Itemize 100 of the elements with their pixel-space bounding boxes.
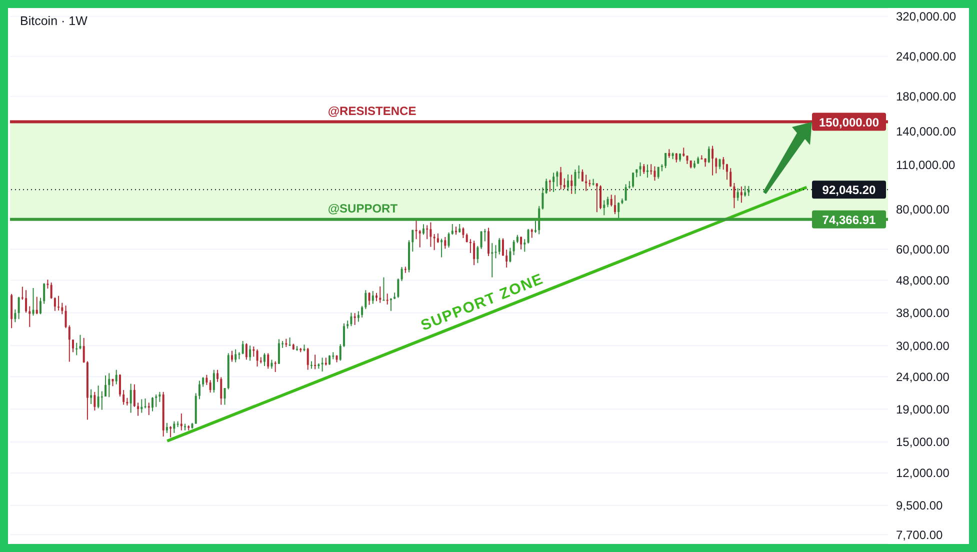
candlestick	[82, 337, 85, 364]
candlestick	[603, 200, 606, 216]
candlestick	[212, 369, 215, 394]
candlestick	[556, 170, 558, 187]
candlestick	[473, 240, 476, 266]
candlestick	[524, 238, 526, 252]
y-tick-label: 48,000.00	[896, 273, 950, 288]
candlestick	[76, 342, 78, 356]
candlestick	[520, 236, 522, 250]
candlestick	[372, 290, 374, 304]
candlestick	[606, 196, 609, 208]
candlestick	[39, 297, 42, 315]
annotation: @SUPPORT	[328, 201, 398, 216]
candlestick	[451, 224, 454, 236]
candlestick	[90, 388, 92, 405]
candlestick	[639, 162, 642, 177]
candlestick	[675, 152, 678, 163]
candlestick	[708, 146, 710, 164]
candlestick	[632, 172, 634, 188]
candlestick	[245, 342, 248, 360]
y-tick-label: 15,000.00	[896, 435, 950, 450]
candlestick	[306, 347, 309, 370]
candlestick	[68, 324, 70, 362]
candlestick	[748, 186, 750, 196]
y-tick-label: 30,000.00	[896, 338, 950, 353]
candlestick	[249, 345, 252, 362]
text: Bitcoin · 1W	[20, 14, 88, 28]
candlestick	[94, 391, 96, 412]
candlestick	[646, 164, 648, 178]
candlestick	[512, 239, 515, 256]
y-tick-label: 7,700.00	[896, 528, 944, 542]
candlestick	[462, 226, 464, 239]
candlestick	[104, 374, 107, 397]
y-tick-label: 140,000.00	[896, 124, 956, 139]
candlestick	[581, 168, 584, 182]
candlestick	[339, 344, 342, 362]
candlestick	[440, 238, 443, 258]
candlestick	[10, 293, 13, 329]
candlestick	[624, 184, 627, 202]
candlestick	[108, 372, 110, 398]
candlestick	[173, 420, 176, 434]
candlestick	[137, 402, 140, 416]
candlestick	[58, 295, 60, 312]
candlestick	[140, 398, 143, 414]
candlestick	[726, 163, 728, 180]
candlestick	[368, 292, 370, 306]
y-tick-label: 9,500.00	[896, 498, 944, 513]
candlestick	[650, 164, 652, 176]
candlestick	[480, 230, 482, 250]
candlestick	[567, 174, 570, 192]
candlestick	[379, 286, 382, 304]
candlestick	[28, 306, 31, 328]
candlestick	[722, 156, 724, 170]
y-tick-label: 240,000.00	[896, 50, 956, 64]
candlestick	[14, 308, 16, 323]
candlestick	[25, 290, 28, 314]
candlestick	[357, 310, 360, 322]
candlestick	[610, 194, 612, 207]
candlestick	[50, 282, 52, 300]
candlestick	[321, 357, 324, 372]
candlestick	[422, 224, 424, 236]
candlestick	[430, 222, 432, 248]
candlestick	[342, 322, 345, 348]
candlestick	[234, 348, 237, 363]
candlestick	[361, 305, 364, 318]
candlestick	[180, 413, 182, 431]
candlestick	[509, 247, 512, 263]
candlestick	[32, 287, 34, 316]
candlestick	[274, 360, 276, 373]
candlestick	[170, 426, 172, 438]
candlestick	[264, 352, 266, 366]
candlestick	[570, 174, 573, 194]
candlestick	[122, 389, 125, 406]
candlestick	[578, 164, 580, 180]
candlestick	[43, 282, 46, 304]
candlestick	[642, 164, 645, 174]
candlestick	[386, 293, 388, 306]
candlestick	[252, 346, 255, 358]
candlestick	[530, 228, 533, 238]
candlestick	[596, 182, 598, 213]
candlestick	[614, 194, 616, 215]
candlestick	[488, 227, 490, 257]
y-tick-label: 24,000.00	[896, 370, 950, 384]
ref-line-label: 74,366.91	[822, 212, 876, 227]
candlestick	[718, 158, 721, 170]
candlestick	[542, 187, 544, 210]
candlestick	[216, 369, 219, 382]
annotation: @RESISTENCE	[328, 104, 416, 118]
candlestick	[548, 179, 551, 192]
candlestick	[155, 394, 158, 408]
candlestick	[230, 350, 233, 362]
candlestick	[148, 402, 150, 416]
candlestick	[242, 340, 244, 355]
candlestick	[382, 276, 385, 301]
candlestick	[118, 374, 121, 397]
candlestick	[202, 376, 204, 388]
candlestick	[426, 224, 428, 240]
ref-line-label: 150,000.00	[818, 115, 880, 130]
candlestick	[400, 266, 403, 282]
candlestick	[72, 339, 74, 353]
